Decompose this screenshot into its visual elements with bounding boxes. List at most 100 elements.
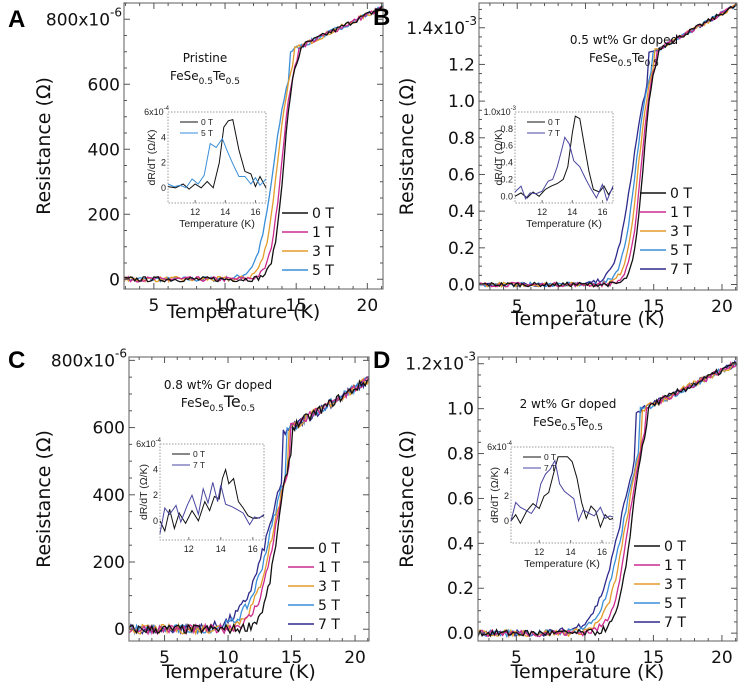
inset-y-tick-label: 2 <box>161 158 166 168</box>
y-axis-title: Resistance (Ω) <box>396 78 418 216</box>
inset-frame <box>514 111 614 204</box>
sample-label: 2 wt% Gr doped <box>520 397 617 411</box>
inset-y-axis-title: dR/dT (Ω/K) <box>489 467 501 523</box>
legend-label: 1 T <box>664 558 686 574</box>
x-tick-label: 20 <box>711 297 733 317</box>
legend-label: 5 T <box>670 243 692 259</box>
inset-y-tick-label: 0.2 <box>500 174 513 184</box>
inset-y-tick-label: 4 <box>153 465 158 475</box>
inset-x-tick-label: 12 <box>534 547 544 557</box>
legend: 0 T 1 T 3 T 5 T 7 T <box>634 539 686 631</box>
formula-label: FeSe0.5Te0.5 <box>181 392 255 414</box>
x-tick-label: 15 <box>643 648 665 668</box>
inset-y-tick-label: 6x10-4 <box>136 438 162 449</box>
x-tick-label: 20 <box>344 648 366 668</box>
inset-y-tick-label: 0.6 <box>500 141 513 151</box>
inset-x-tick-label: 12 <box>190 207 200 217</box>
inset-legend-label: 7 T <box>548 128 560 138</box>
y-tick-label: 0 <box>109 270 120 290</box>
legend-label: 0 T <box>664 539 686 555</box>
series-line-0t <box>479 3 737 288</box>
inset-y-axis-title: dR/dT (Ω/K) <box>493 129 505 185</box>
x-tick-label: 10 <box>575 297 597 317</box>
inset-legend-label: 7 T <box>544 463 556 473</box>
panel-b: B 5 10 15 20 0.0 0.2 0.4 0.6 0.8 1.0 1.2 1.4x10-3 Tem… <box>373 2 738 330</box>
series-line-3t <box>478 361 737 639</box>
inset-y-tick-label: 0.8 <box>500 124 513 134</box>
inset-legend-label: 0 T <box>193 449 205 459</box>
panel-letter: A <box>8 6 25 33</box>
x-tick-label: 15 <box>285 296 307 316</box>
inset-y-tick-label: 4 <box>504 467 509 477</box>
y-tick-label: 0 <box>114 620 125 640</box>
x-tick-label: 5 <box>148 296 159 316</box>
y-tick-label: 0.0 <box>448 275 475 295</box>
inset-x-axis-title: Temperature (K) <box>179 218 255 230</box>
series-line-0t <box>478 362 737 638</box>
y-tick-label: 600 <box>93 419 125 439</box>
y-tick-label: 1.2 <box>448 55 475 75</box>
legend-label: 3 T <box>670 224 692 240</box>
inset-x-tick-label: 14 <box>216 544 226 554</box>
y-tick-label: 1.4x10-3 <box>406 14 477 39</box>
sample-label: Pristine <box>183 51 228 65</box>
x-tick-label: 20 <box>357 296 379 316</box>
legend-label: 1 T <box>318 560 340 576</box>
x-tick-label: 5 <box>159 648 170 668</box>
x-tick-label: 15 <box>643 297 665 317</box>
legend-label: 5 T <box>664 596 686 612</box>
inset-plot: 12 14 16 0 2 4 6x10-4 Temperature (K) dR/dT (Ω/K… <box>144 106 267 230</box>
inset-series-0t <box>167 118 267 190</box>
y-tick-label: 0.2 <box>448 239 475 259</box>
inset-y-tick-label: 6x10-4 <box>487 441 513 452</box>
formula-label: FeSe0.5Te0.5 <box>589 51 659 69</box>
inset-legend-label: 5 T <box>201 128 213 138</box>
x-axis-title: Temperature (K) <box>161 661 316 683</box>
legend-label: 7 T <box>664 615 686 631</box>
panel-letter: B <box>373 4 390 31</box>
inset-y-tick-label: 1.0x10-3 <box>484 106 517 117</box>
x-axis-title: Temperature (K) <box>510 661 665 683</box>
resistance-curves <box>478 359 737 639</box>
panel-letter: D <box>373 347 390 374</box>
inset-plot: 12 14 16 0 2 4 6x10-4 dR/dT (Ω/K) 0 T7 T <box>136 438 265 554</box>
series-line-7t <box>129 377 369 635</box>
y-tick-label: 0.0 <box>447 624 474 644</box>
legend-label: 5 T <box>318 598 340 614</box>
inset-y-axis-title: dR/dT (Ω/K) <box>146 129 158 185</box>
x-axis-title: Temperature (K) <box>510 308 665 330</box>
x-tick-label: 15 <box>281 648 303 668</box>
y-tick-label: 600 <box>88 75 120 95</box>
y-tick-label: 800x10-6 <box>51 346 127 371</box>
panel-d: D5 10 15 200.00.20.40.60.81.01.2x10-3Temper… <box>373 347 738 683</box>
legend-label: 7 T <box>318 617 340 633</box>
legend: 0 T 1 T 3 T 5 T 7 T <box>640 186 692 278</box>
inset-y-tick-label: 0.0 <box>500 191 513 201</box>
inset-series-0t <box>514 115 614 199</box>
legend-label: 3 T <box>664 577 686 593</box>
formula-label: FeSe0.5Te0.5 <box>170 69 240 87</box>
y-tick-label: 1.0 <box>447 400 474 420</box>
legend-label: 7 T <box>670 262 692 278</box>
series-line-1t <box>478 361 737 638</box>
inset-frame <box>167 111 267 204</box>
inset-legend-label: 0 T <box>201 117 213 127</box>
y-tick-label: 0.6 <box>447 489 474 509</box>
inset-y-tick-label: 2 <box>504 491 509 501</box>
y-axis-title: Resistance (Ω) <box>33 430 55 568</box>
y-tick-label: 0.4 <box>447 534 474 554</box>
y-tick-label: 400 <box>93 486 125 506</box>
inset-x-tick-label: 16 <box>597 207 607 217</box>
legend-label: 0 T <box>312 206 334 222</box>
legend: 0 T 1 T 3 T 5 T 7 T <box>288 541 340 633</box>
inset-y-axis-title: dR/dT (Ω/K) <box>138 464 150 520</box>
x-axis-title: Temperature (K) <box>166 301 321 323</box>
inset-x-tick-label: 16 <box>597 547 607 557</box>
y-tick-label: 0.6 <box>448 165 475 185</box>
y-tick-label: 0.8 <box>447 445 474 465</box>
inset-series-5t <box>167 137 267 189</box>
inset-y-tick-label: 0 <box>153 516 158 526</box>
inset-x-axis-title: Temperature (K) <box>524 558 600 570</box>
